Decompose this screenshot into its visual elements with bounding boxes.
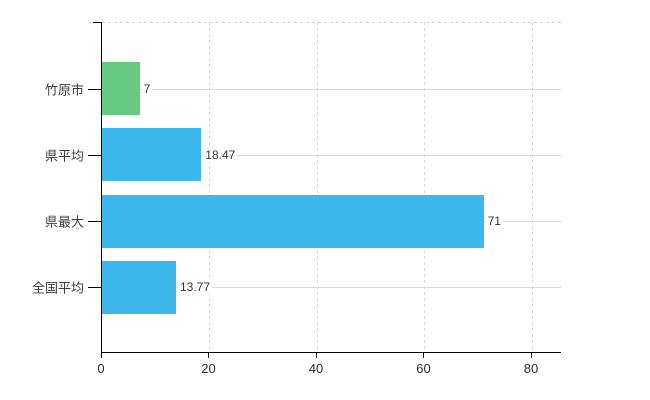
vertical-gridline [424,22,426,352]
bar-value-label: 13.77 [178,280,213,295]
x-axis-tick-label: 20 [201,361,216,376]
category-tick [88,154,101,156]
x-axis-tick-label: 40 [308,361,324,376]
category-tick [88,88,101,90]
x-axis-tick [530,353,532,358]
category-label: 県平均 [44,148,84,164]
category-label: 竹原市 [44,82,84,97]
bar-0 [102,62,140,115]
bar-value-label: 7 [141,81,153,96]
x-axis-tick-label: 80 [523,361,539,376]
y-axis-top-tick [93,22,101,23]
vertical-gridline [316,22,318,352]
bar-3 [102,260,176,314]
plot-top-border [102,22,561,23]
category-gridline [102,88,561,90]
x-axis-tick [101,353,102,358]
x-axis-tick [423,353,425,358]
category-label: 県最大 [44,214,84,230]
bar-value-label: 71 [485,214,503,229]
vertical-gridline [531,22,533,352]
x-axis-tick [315,353,317,358]
plot-area: 7 18.47 71 13.77 [101,22,561,353]
x-axis-tick-label: 0 [97,361,105,376]
bar-2 [102,194,484,248]
bar-value-label: 18.47 [203,147,238,162]
x-axis-tick [208,353,210,358]
x-axis-tick-label: 60 [416,361,431,376]
category-label: 全国平均 [31,280,84,296]
category-gridline [102,154,561,156]
category-tick [88,287,101,289]
category-gridline [102,287,561,289]
category-tick [88,221,101,223]
vertical-gridline [209,22,211,352]
bar-1 [102,128,202,182]
